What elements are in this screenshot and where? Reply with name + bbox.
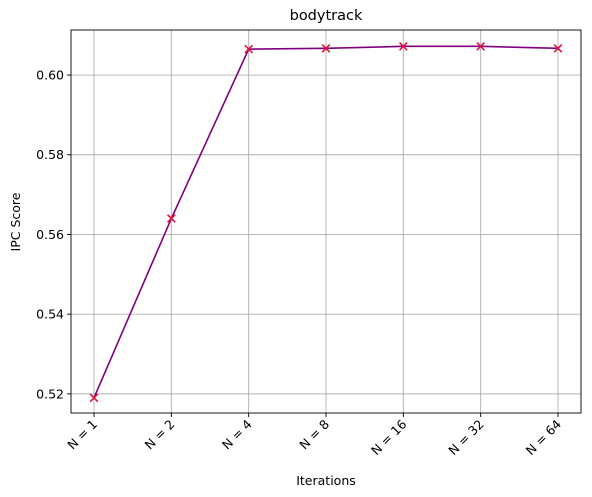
y-axis: 0.52 0.54 0.56 0.58 0.60	[36, 68, 71, 401]
x-tick-label: N = 64	[523, 416, 565, 458]
chart-title: bodytrack	[290, 8, 363, 24]
x-tick-label: N = 4	[219, 416, 255, 452]
y-tick-label: 0.60	[36, 68, 64, 83]
data-point-marker	[398, 41, 408, 51]
data-point-marker	[476, 41, 486, 51]
y-tick-label: 0.56	[36, 227, 64, 242]
x-axis: N = 1 N = 2 N = 4 N = 8 N = 16 N = 32 N = 64	[64, 413, 564, 458]
data-point-marker	[321, 43, 331, 53]
x-tick-label: N = 8	[296, 416, 332, 452]
y-tick-label: 0.52	[36, 386, 64, 401]
y-tick-label: 0.54	[36, 307, 64, 322]
x-tick-label: N = 16	[368, 416, 410, 458]
x-tick-label: N = 1	[64, 417, 100, 453]
data-point-marker	[89, 393, 99, 403]
y-axis-label: IPC Score	[8, 192, 23, 251]
series-layer	[89, 41, 563, 403]
x-tick-label: N = 32	[445, 417, 486, 458]
data-point-marker	[166, 214, 176, 223]
y-tick-label: 0.58	[36, 147, 64, 162]
x-axis-label: Iterations	[296, 473, 356, 488]
x-tick-label: N = 2	[142, 417, 178, 453]
data-point-marker	[244, 44, 254, 54]
data-point-marker	[553, 43, 563, 53]
grid-lines	[71, 30, 581, 413]
